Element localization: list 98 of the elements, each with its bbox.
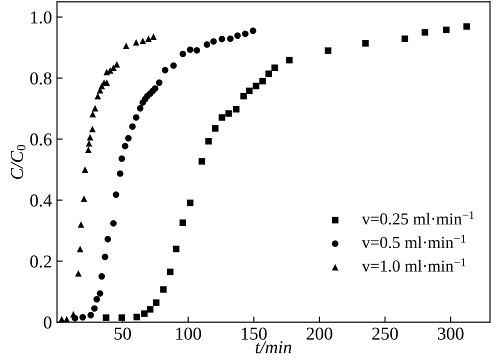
point bbox=[152, 299, 160, 306]
x-axis-title: t/min bbox=[256, 341, 292, 354]
point bbox=[110, 220, 117, 227]
point bbox=[252, 82, 260, 90]
point bbox=[86, 134, 94, 141]
x-tick-label: 150 bbox=[242, 328, 267, 340]
legend-label: v=0.5 ml·min$^{−1}$ bbox=[362, 234, 466, 248]
point bbox=[227, 35, 234, 42]
point bbox=[78, 221, 84, 228]
y-tick-label: 0 bbox=[44, 316, 52, 329]
point bbox=[160, 286, 167, 293]
point bbox=[463, 23, 470, 30]
point bbox=[172, 246, 180, 252]
point bbox=[122, 42, 130, 50]
point bbox=[210, 38, 217, 45]
point bbox=[125, 134, 132, 142]
y-tick-label: 0.2 bbox=[30, 255, 52, 268]
point bbox=[118, 155, 126, 162]
point bbox=[140, 38, 146, 44]
point bbox=[234, 32, 241, 39]
point bbox=[86, 140, 92, 147]
point bbox=[146, 306, 154, 313]
point bbox=[259, 78, 266, 84]
point bbox=[240, 92, 247, 100]
point bbox=[104, 236, 112, 242]
point bbox=[94, 92, 102, 100]
point bbox=[180, 219, 186, 226]
point bbox=[242, 30, 249, 38]
x-tick-label: 100 bbox=[176, 328, 202, 340]
point bbox=[89, 126, 96, 132]
point bbox=[156, 79, 162, 86]
point bbox=[110, 64, 117, 71]
point bbox=[250, 28, 256, 34]
point bbox=[362, 40, 369, 47]
x-tick-label: 200 bbox=[306, 328, 332, 340]
point bbox=[98, 273, 105, 280]
point bbox=[112, 191, 120, 198]
y-axis-title: C/C$_{0}$ bbox=[10, 144, 26, 180]
point bbox=[186, 200, 194, 206]
point bbox=[205, 138, 212, 145]
legend-label: v=1.0 ml·min$^{−1}$ bbox=[362, 258, 466, 272]
x-tick-label: 300 bbox=[438, 328, 464, 340]
point bbox=[132, 39, 140, 46]
point bbox=[152, 85, 158, 92]
point bbox=[443, 26, 450, 34]
point bbox=[145, 35, 152, 42]
point bbox=[132, 114, 140, 121]
point bbox=[225, 110, 232, 117]
point bbox=[75, 270, 82, 277]
point bbox=[286, 56, 293, 64]
point bbox=[150, 33, 157, 40]
point bbox=[80, 195, 88, 202]
point bbox=[134, 314, 140, 320]
point bbox=[103, 79, 110, 86]
point bbox=[122, 142, 128, 150]
point bbox=[246, 88, 253, 94]
point bbox=[218, 36, 226, 42]
x-tick-label: 50 bbox=[114, 328, 131, 340]
point bbox=[180, 50, 186, 58]
point bbox=[91, 305, 98, 312]
point bbox=[186, 46, 194, 53]
point bbox=[271, 64, 278, 71]
point bbox=[402, 35, 408, 42]
legend-label: v=0.25 ml·min$^{−1}$ bbox=[362, 211, 474, 225]
point bbox=[422, 29, 428, 36]
point bbox=[114, 61, 120, 68]
point bbox=[94, 296, 100, 303]
point bbox=[212, 125, 218, 132]
point bbox=[166, 268, 174, 276]
point bbox=[141, 310, 148, 317]
point bbox=[82, 166, 88, 173]
point bbox=[76, 246, 84, 252]
point bbox=[89, 110, 96, 118]
point bbox=[116, 170, 124, 177]
point bbox=[129, 123, 136, 130]
point bbox=[79, 314, 86, 321]
point bbox=[265, 70, 272, 78]
y-tick-label: 0.8 bbox=[30, 72, 52, 85]
y-tick-label: 1.0 bbox=[31, 11, 52, 24]
point bbox=[85, 146, 92, 154]
point bbox=[198, 158, 206, 165]
point bbox=[218, 114, 226, 121]
point bbox=[232, 106, 240, 112]
x-tick-label: 250 bbox=[372, 328, 398, 340]
point bbox=[70, 310, 77, 318]
point bbox=[170, 62, 177, 69]
point bbox=[136, 105, 144, 112]
point bbox=[162, 66, 168, 74]
point bbox=[87, 312, 94, 318]
point bbox=[102, 314, 110, 321]
point bbox=[96, 290, 104, 297]
point bbox=[92, 105, 98, 112]
point bbox=[204, 41, 210, 48]
point bbox=[194, 47, 200, 54]
y-tick-label: 0.6 bbox=[30, 133, 52, 146]
point bbox=[324, 47, 332, 54]
y-tick-label: 0.4 bbox=[30, 194, 52, 207]
point bbox=[102, 254, 108, 260]
